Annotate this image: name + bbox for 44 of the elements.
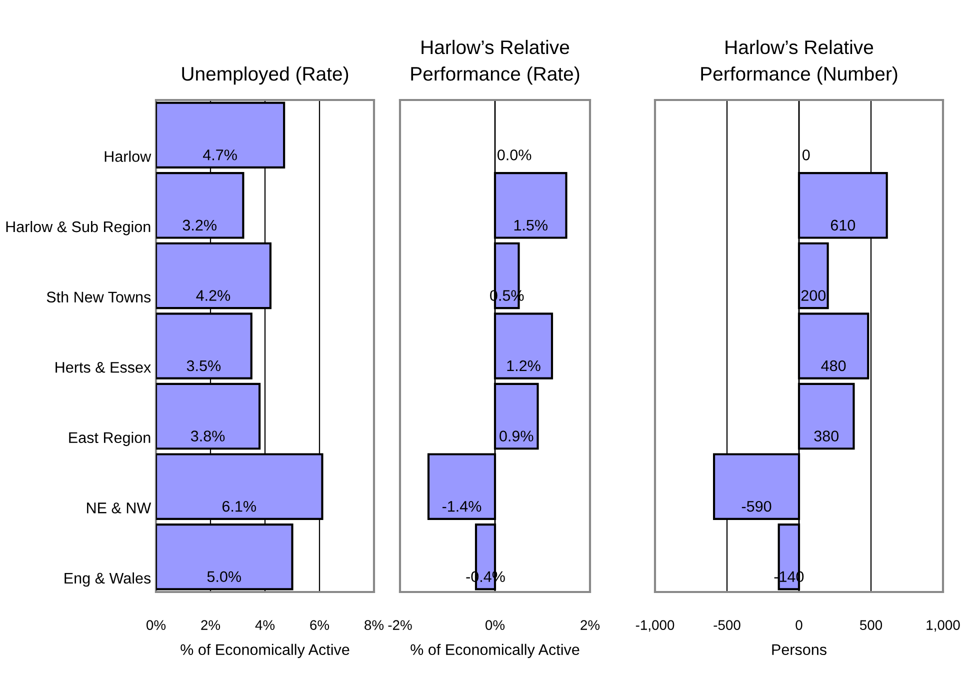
data-label: 3.5%	[186, 360, 221, 372]
data-label: 3.8%	[190, 430, 225, 442]
x-tick-label: 2%	[201, 620, 220, 630]
x-tick-label: 4%	[255, 620, 275, 630]
chart-title: Unemployed (Rate)	[182, 66, 348, 85]
x-tick-label: 0%	[486, 620, 505, 630]
y-tick-label: Harlow & Sub Region	[6, 220, 150, 236]
data-label: 610	[830, 220, 856, 231]
y-tick-label: NE & NW	[87, 502, 152, 514]
y-tick-label: Harlow	[104, 150, 152, 162]
y-tick-label: Herts & Essex	[56, 362, 151, 373]
data-label: -590	[742, 500, 772, 512]
data-label: 380	[814, 430, 839, 442]
data-label: 0.9%	[500, 430, 534, 442]
x-tick-label: -2%	[388, 620, 412, 630]
x-tick-label: 8%	[364, 620, 384, 630]
data-label: 3.2%	[182, 220, 216, 231]
data-label: 4.2%	[196, 290, 230, 301]
y-tick-label: Sth New Towns	[46, 291, 151, 302]
x-tick-label: 0%	[146, 620, 166, 630]
x-tick-label: 500	[860, 620, 882, 630]
data-label: 0.0%	[497, 150, 532, 160]
x-tick-label: 6%	[310, 620, 330, 630]
data-label: 1.5%	[514, 220, 548, 231]
x-tick-label: 2%	[580, 620, 600, 630]
x-tick-label: 0	[796, 620, 802, 630]
data-label: 4.7%	[202, 150, 237, 160]
data-label: 5.0%	[207, 571, 241, 582]
chart-title: Harlow’s Relative Performance (Rate)	[411, 40, 580, 85]
data-label: 6.1%	[222, 500, 256, 512]
data-label: 1.2%	[507, 360, 540, 372]
x-tick-label: -1,000	[636, 620, 674, 632]
x-axis-title: Persons	[772, 644, 826, 656]
data-label: 480	[821, 360, 846, 372]
data-label: 0	[802, 150, 810, 160]
x-tick-label: 1,000	[926, 620, 960, 632]
y-tick-label: Eng & Wales	[64, 572, 151, 587]
data-label: -1.4%	[442, 501, 482, 512]
y-tick-label: East Region	[69, 432, 150, 446]
chart-title: Harlow’s Relative Performance (Number)	[701, 40, 898, 85]
x-tick-label: -500	[714, 620, 740, 630]
x-axis-title: % of Economically Active	[410, 644, 580, 658]
x-axis-title: % of Economically Active	[180, 644, 350, 658]
data-label: 200	[801, 290, 826, 301]
